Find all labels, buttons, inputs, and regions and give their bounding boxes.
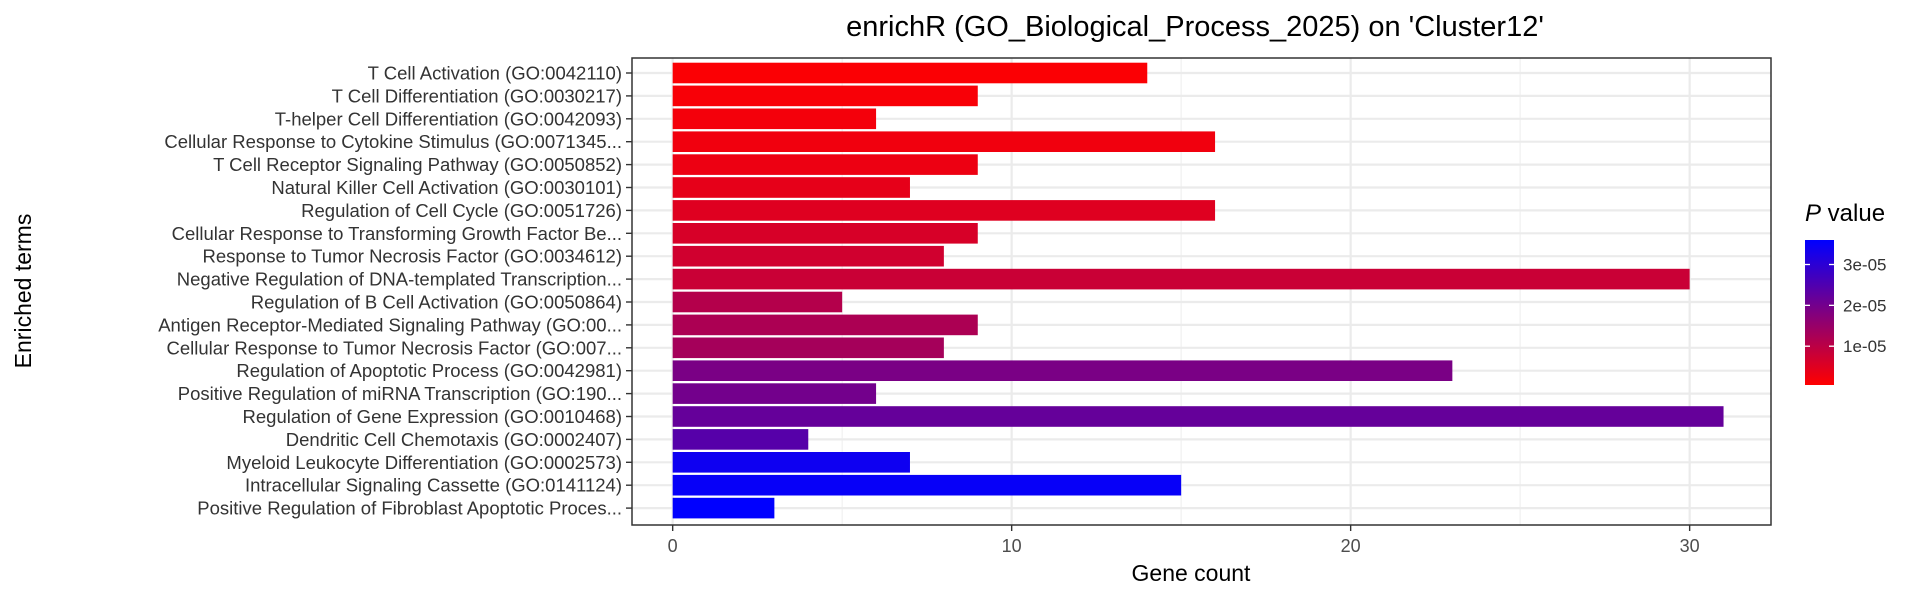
bar-series	[672, 62, 1724, 519]
y-tick-label: Cellular Response to Transforming Growth…	[172, 223, 622, 244]
y-tick-labels: T Cell Activation (GO:0042110)T Cell Dif…	[158, 63, 632, 519]
legend-tick-label: 2e-05	[1843, 296, 1886, 315]
bar	[672, 131, 1216, 152]
bar	[672, 108, 877, 130]
y-tick-label: Cellular Response to Cytokine Stimulus (…	[164, 131, 622, 152]
x-tick-label: 30	[1680, 536, 1700, 556]
y-tick-label: T Cell Activation (GO:0042110)	[368, 63, 622, 84]
legend-tick-label: 3e-05	[1843, 256, 1886, 275]
y-tick-label: Regulation of Gene Expression (GO:001046…	[243, 406, 622, 427]
bar	[672, 85, 978, 107]
legend-tick-label: 1e-05	[1843, 337, 1886, 356]
bar	[672, 383, 877, 404]
bar	[672, 360, 1453, 381]
y-tick-label: Antigen Receptor-Mediated Signaling Path…	[158, 314, 622, 335]
legend-title-italic: P	[1805, 200, 1821, 227]
y-tick-label: Negative Regulation of DNA-templated Tra…	[177, 269, 622, 290]
bar	[672, 474, 1182, 496]
y-tick-label: Myeloid Leukocyte Differentiation (GO:00…	[226, 452, 622, 473]
x-tick-label: 10	[1002, 536, 1022, 556]
bar	[672, 268, 1690, 290]
y-tick-label: Positive Regulation of Fibroblast Apopto…	[197, 498, 622, 519]
y-axis-title: Enriched terms	[10, 214, 36, 369]
bar	[672, 245, 944, 267]
y-tick-label: Regulation of Apoptotic Process (GO:0042…	[236, 360, 622, 381]
bar	[672, 406, 1724, 427]
bar	[672, 452, 910, 473]
legend-title: P value	[1805, 200, 1885, 227]
bar	[672, 497, 775, 519]
legend-title-rest: value	[1821, 200, 1885, 227]
y-tick-label: T-helper Cell Differentiation (GO:004209…	[275, 108, 622, 129]
bar	[672, 291, 843, 313]
bar	[672, 62, 1148, 84]
y-tick-label: Cellular Response to Tumor Necrosis Fact…	[167, 337, 622, 358]
y-tick-label: Regulation of B Cell Activation (GO:0050…	[251, 292, 622, 313]
bar	[672, 177, 910, 198]
y-tick-label: T Cell Differentiation (GO:0030217)	[332, 85, 622, 106]
bar	[672, 337, 944, 359]
bar	[672, 200, 1216, 221]
y-tick-label: Response to Tumor Necrosis Factor (GO:00…	[202, 246, 622, 267]
bar	[672, 429, 809, 450]
legend-colorbar	[1805, 240, 1834, 385]
y-tick-label: T Cell Receptor Signaling Pathway (GO:00…	[213, 154, 622, 175]
chart-title: enrichR (GO_Biological_Process_2025) on …	[846, 11, 1544, 43]
bar	[672, 154, 978, 175]
x-tick-labels: 0 10 20 30	[668, 525, 1700, 556]
x-axis-title: Gene count	[1132, 560, 1252, 586]
legend: P value 1e-05 2e-05 3e-05	[1805, 200, 1886, 385]
y-tick-label: Regulation of Cell Cycle (GO:0051726)	[301, 200, 622, 221]
y-tick-label: Positive Regulation of miRNA Transcripti…	[178, 383, 622, 404]
y-tick-label: Dendritic Cell Chemotaxis (GO:0002407)	[286, 429, 622, 450]
x-tick-label: 20	[1341, 536, 1361, 556]
bar	[672, 223, 978, 244]
y-tick-label: Natural Killer Cell Activation (GO:00301…	[271, 177, 622, 198]
x-tick-label: 0	[668, 536, 678, 556]
y-tick-label: Intracellular Signaling Cassette (GO:014…	[245, 475, 622, 496]
legend-ticks: 1e-05 2e-05 3e-05	[1805, 256, 1886, 356]
plot-border	[631, 57, 1772, 526]
bar	[672, 314, 978, 336]
